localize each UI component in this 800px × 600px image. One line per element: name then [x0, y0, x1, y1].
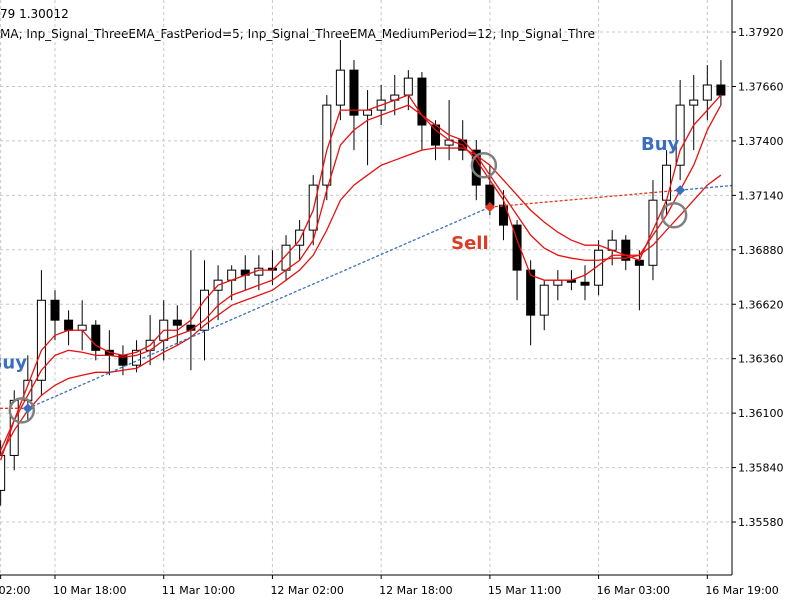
- plot-area: 79 1.30012 MA; Inp_Signal_ThreeEMA_FastPe…: [0, 0, 732, 575]
- candle-body: [716, 84, 726, 96]
- axes: 1.37920 1.37660 1.37400 1.37140 1.36880 1.366…: [0, 26, 784, 597]
- candle-body: [91, 324, 101, 351]
- y-tick-label: 1.35840: [738, 462, 784, 475]
- candle-body: [553, 279, 563, 286]
- y-tick-label: 1.36880: [738, 244, 784, 257]
- signal-marker: [675, 185, 686, 196]
- x-tick-label: 16 Mar 19:00: [705, 584, 778, 597]
- y-tick-label: 1.37920: [738, 26, 784, 39]
- candle-body: [77, 324, 87, 331]
- y-tick-label: 1.37400: [738, 135, 784, 148]
- y-tick-label: 1.36620: [738, 298, 784, 311]
- signal-circle: [660, 202, 688, 229]
- candle-body: [36, 299, 46, 381]
- y-tick-label: 1.35580: [738, 516, 784, 529]
- ema-line: [0, 104, 722, 451]
- candle-body: [349, 69, 359, 116]
- y-tick-label: 1.37140: [738, 189, 784, 202]
- header-text: 79 1.30012: [0, 7, 69, 21]
- trade-line: [27, 206, 491, 409]
- trade-line: [489, 189, 681, 208]
- signal-marker: [22, 403, 33, 414]
- x-tick-label: 12 Mar 18:00: [379, 584, 452, 597]
- candle-body: [295, 229, 305, 246]
- x-tick-label: 02:00: [0, 584, 30, 597]
- candle-body: [431, 124, 441, 146]
- y-tick-label: 1.36100: [738, 407, 784, 420]
- candle-body: [172, 319, 182, 326]
- candle-body: [621, 239, 631, 261]
- candle-body: [675, 104, 685, 166]
- header-text: MA; Inp_Signal_ThreeEMA_FastPeriod=5; In…: [0, 27, 595, 41]
- candle-body: [662, 164, 672, 201]
- candle-body: [0, 454, 6, 491]
- x-tick-label: 12 Mar 02:00: [270, 584, 343, 597]
- candle-body: [634, 259, 644, 266]
- candle-body: [689, 99, 699, 106]
- signal-label: Buy: [641, 134, 680, 155]
- candle-body: [702, 84, 712, 101]
- candle-body: [512, 224, 522, 271]
- candle-body: [322, 104, 332, 186]
- candle-body: [648, 199, 658, 266]
- candle-body: [580, 281, 590, 286]
- x-tick-label: 10 Mar 18:00: [53, 584, 126, 597]
- x-tick-label: 15 Mar 11:00: [488, 584, 561, 597]
- candle-body: [199, 289, 209, 331]
- candle-body: [498, 204, 508, 226]
- candle-body: [526, 269, 536, 316]
- candle-body: [64, 319, 74, 331]
- signal-circle: [470, 151, 498, 179]
- x-tick-label: 16 Mar 03:00: [597, 584, 670, 597]
- y-tick-label: 1.37660: [738, 80, 784, 93]
- candle-body: [403, 77, 413, 96]
- candle-body: [50, 299, 60, 321]
- y-tick-label: 1.36360: [738, 353, 784, 366]
- candle-body: [417, 77, 427, 126]
- ema-line: [0, 147, 722, 456]
- x-tick-label: 11 Mar 10:00: [162, 584, 235, 597]
- trade-line: [680, 184, 732, 191]
- candle-body: [132, 349, 142, 366]
- signal-label: Sell: [451, 233, 489, 254]
- signal-marker: [484, 202, 495, 213]
- signal-label: Buy: [0, 352, 27, 373]
- signal-circle: [8, 397, 36, 424]
- ema-line: [0, 94, 722, 461]
- candle-body: [335, 69, 345, 106]
- candle-body: [363, 109, 373, 116]
- candle-body: [539, 284, 549, 316]
